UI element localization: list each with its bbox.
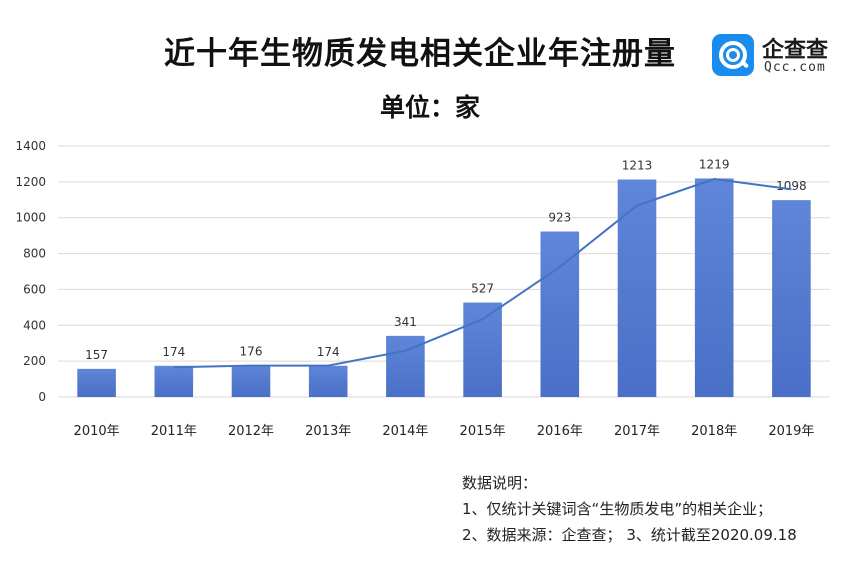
chart-subtitle: 单位：家 — [379, 93, 480, 122]
y-tick-label: 400 — [23, 318, 46, 332]
data-label: 157 — [85, 348, 108, 362]
logo-url: Qcc.com — [764, 60, 826, 75]
y-tick-label: 1000 — [15, 211, 46, 225]
bar — [308, 365, 348, 397]
x-tick-label: 2019年 — [768, 424, 814, 439]
data-label: 341 — [394, 315, 417, 329]
data-label: 1213 — [622, 159, 653, 173]
x-tick-label: 2011年 — [151, 424, 197, 439]
x-tick-label: 2012年 — [228, 424, 274, 439]
data-label: 174 — [317, 345, 340, 359]
trend-line — [173, 177, 792, 369]
data-label: 1098 — [776, 179, 807, 193]
x-tick-label: 2018年 — [691, 424, 737, 439]
bar — [231, 365, 271, 397]
x-tick-label: 2013年 — [305, 424, 351, 439]
bar — [694, 178, 734, 397]
bar — [154, 365, 194, 397]
qcc-logo: 企查查 Qcc.com — [712, 32, 852, 78]
qcc-logo-icon — [712, 34, 754, 76]
bar — [772, 200, 811, 397]
x-tick-label: 2015年 — [460, 424, 506, 439]
x-tick-label: 2010年 — [74, 424, 120, 439]
logo-name: 企查查 — [762, 38, 829, 63]
data-label: 176 — [240, 344, 263, 358]
data-label: 923 — [548, 211, 571, 225]
bar — [617, 179, 657, 397]
x-tick-label: 2016年 — [537, 424, 583, 439]
x-tick-label: 2014年 — [382, 424, 428, 439]
chart-title: 近十年生物质发电相关企业年注册量 — [164, 36, 676, 72]
bar — [540, 231, 580, 397]
notes-heading: 数据说明： — [462, 474, 538, 492]
x-tick-label: 2017年 — [614, 424, 660, 439]
y-tick-label: 0 — [38, 390, 46, 404]
y-tick-label: 600 — [23, 282, 46, 296]
bar — [77, 368, 116, 397]
y-tick-label: 200 — [23, 354, 46, 368]
y-tick-label: 1200 — [15, 175, 46, 189]
data-label: 527 — [471, 282, 494, 296]
notes-line-1: 1、仅统计关键词含“生物质发电”的相关企业； — [462, 500, 773, 518]
data-label: 174 — [162, 345, 185, 359]
notes-line-2: 2、数据来源：企查查； 3、统计截至2020.09.18 — [462, 526, 797, 544]
y-tick-label: 1400 — [15, 139, 46, 153]
data-label: 1219 — [699, 157, 730, 171]
bar — [463, 302, 502, 397]
y-tick-label: 800 — [23, 247, 46, 261]
data-notes: 数据说明： 1、仅统计关键词含“生物质发电”的相关企业； 2、数据来源：企查查；… — [462, 470, 797, 548]
